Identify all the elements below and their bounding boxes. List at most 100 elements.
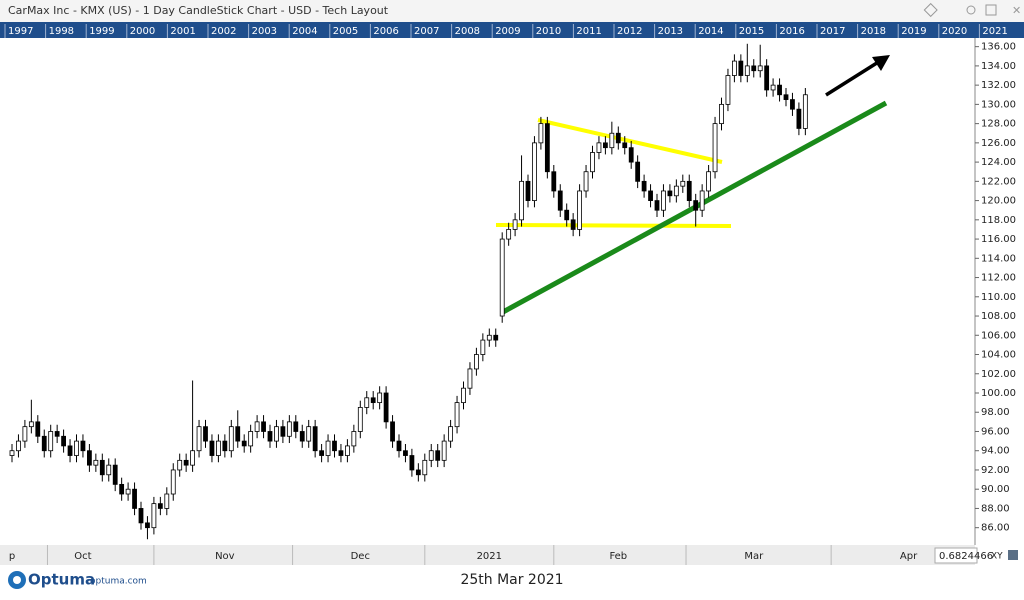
candle-body	[454, 402, 460, 428]
y-tick-label: 104.00	[981, 350, 1016, 361]
candle-body	[157, 503, 163, 509]
y-tick-label: 124.00	[981, 157, 1016, 168]
window-icons[interactable]: ✕	[923, 2, 1021, 18]
candle-body	[448, 426, 454, 442]
candle-body	[151, 503, 157, 529]
candle-body	[280, 426, 286, 437]
y-tick-label: 102.00	[981, 369, 1016, 380]
candle-body	[41, 435, 47, 452]
support-line	[495, 223, 732, 228]
candle-body	[403, 450, 408, 456]
year-label: 2007	[414, 26, 439, 37]
year-label: 1997	[8, 26, 33, 37]
candle-body	[583, 171, 589, 192]
candle-body	[512, 219, 518, 230]
candle-body	[370, 397, 376, 404]
candle-body	[551, 171, 557, 192]
candle-body	[725, 75, 731, 105]
y-tick-label: 132.00	[981, 80, 1016, 91]
candle-body	[654, 200, 660, 211]
x-axis-strip	[0, 545, 975, 565]
year-label: 1998	[49, 26, 74, 37]
icon[interactable]	[985, 4, 997, 16]
candle-body	[796, 108, 802, 129]
candle-body	[622, 142, 628, 149]
candle-body	[744, 65, 750, 76]
candle-body	[396, 440, 402, 452]
logo-mark	[13, 576, 21, 584]
icon[interactable]	[923, 2, 938, 18]
y-tick-label: 96.00	[981, 426, 1010, 437]
x-tick-label: Apr	[900, 551, 918, 562]
candle-body	[770, 84, 776, 91]
y-tick-label: 110.00	[981, 292, 1016, 303]
candle-body	[699, 190, 705, 211]
candle-body	[351, 431, 357, 447]
candle-body	[80, 440, 86, 452]
candle-body	[693, 200, 699, 211]
y-tick-label: 126.00	[981, 138, 1016, 149]
y-tick-label: 98.00	[981, 407, 1010, 418]
candle-body	[125, 488, 131, 495]
candle-body	[486, 334, 492, 341]
candle-body	[686, 180, 692, 201]
candle-body	[519, 180, 524, 221]
candle-body	[248, 431, 254, 447]
candle-body	[164, 493, 170, 509]
y-tick-label: 134.00	[981, 61, 1016, 72]
x-tick-label: p	[9, 551, 15, 562]
candle-body	[344, 445, 350, 456]
candle-body	[183, 459, 189, 466]
year-label: 2002	[211, 26, 236, 37]
icon[interactable]: ✕	[1012, 4, 1021, 17]
candle-body	[145, 522, 150, 529]
year-label: 2001	[170, 26, 195, 37]
candle-body	[112, 464, 118, 485]
year-label: 2008	[455, 26, 480, 37]
candle-body	[422, 459, 428, 476]
candle-body	[441, 440, 447, 461]
candle-body	[35, 421, 41, 437]
year-label: 2020	[942, 26, 967, 37]
candle-body	[732, 60, 737, 76]
candle-body	[74, 440, 79, 456]
year-label: 2011	[576, 26, 601, 37]
candle-body	[54, 431, 60, 437]
candle-body	[222, 440, 228, 452]
candle-body	[209, 440, 215, 456]
arrow-head	[872, 55, 890, 71]
candle-body	[306, 426, 312, 442]
candle-body	[603, 142, 608, 149]
candle-body	[577, 190, 582, 230]
icon[interactable]	[1008, 550, 1018, 560]
candle-body	[590, 152, 595, 173]
candle-body	[99, 459, 105, 476]
candle-body	[409, 455, 415, 471]
candle-body	[473, 354, 479, 370]
xy-button[interactable]: XY	[991, 552, 1003, 562]
candle-body	[719, 103, 724, 125]
candle-body	[235, 426, 241, 442]
candle-body	[461, 387, 466, 404]
x-tick-label: 2021	[477, 551, 502, 562]
candle-body	[648, 190, 653, 201]
candle-body	[87, 450, 92, 466]
resistance-line	[537, 118, 723, 164]
candle-body	[435, 450, 441, 461]
candle-body	[132, 488, 137, 509]
candle-body	[673, 185, 679, 197]
year-label: 2004	[292, 26, 317, 37]
candle-body	[467, 368, 473, 389]
y-tick-label: 118.00	[981, 215, 1016, 226]
candle-body	[93, 459, 99, 466]
candle-body	[215, 440, 221, 456]
x-tick-label: Oct	[74, 551, 91, 562]
site: optuma.com	[90, 577, 147, 587]
candle-body	[22, 426, 28, 442]
candle-body	[228, 426, 234, 452]
candle-body	[170, 469, 176, 495]
candle-body	[267, 431, 273, 442]
year-label: 1999	[89, 26, 114, 37]
icon[interactable]	[966, 5, 976, 15]
candle-body	[196, 426, 202, 452]
